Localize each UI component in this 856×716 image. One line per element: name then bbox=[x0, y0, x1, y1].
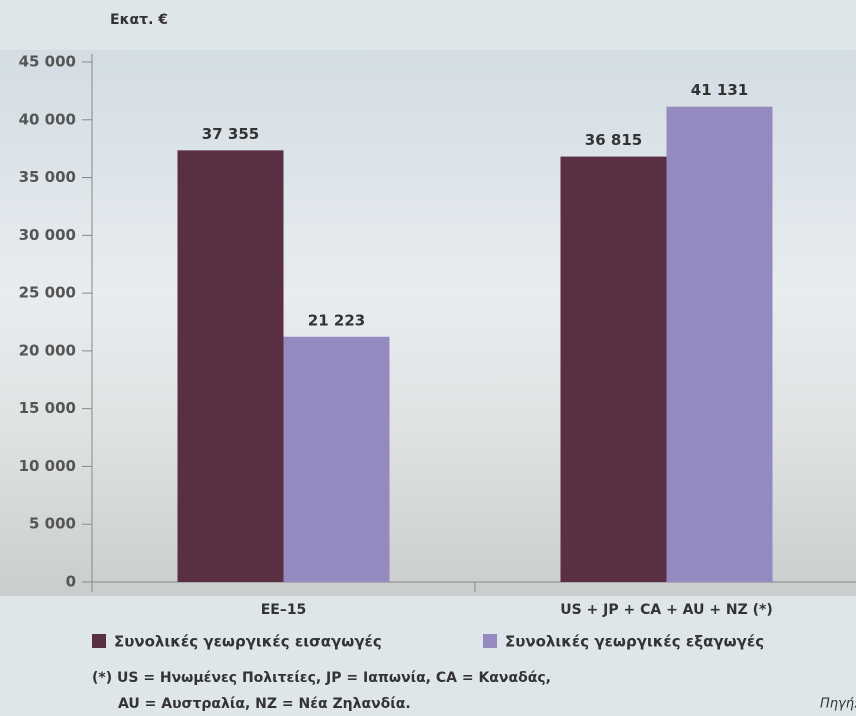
x-tick-label: US + JP + CA + AU + NZ (*) bbox=[560, 602, 773, 618]
legend-swatch bbox=[483, 634, 497, 648]
y-tick-label: 10 000 bbox=[19, 457, 76, 475]
legend-label: Συνολικές γεωργικές εισαγωγές bbox=[114, 633, 382, 651]
y-axis-label: Εκατ. € bbox=[110, 12, 168, 28]
y-tick-label: 35 000 bbox=[19, 168, 76, 186]
data-label: 41 131 bbox=[691, 81, 748, 99]
footnote: (*) US = Ηνωμένες Πολιτείες, JP = Ιαπωνί… bbox=[92, 670, 551, 686]
data-label: 37 355 bbox=[202, 125, 259, 143]
bar bbox=[560, 156, 667, 583]
y-tick-label: 20 000 bbox=[19, 341, 76, 359]
data-label: 21 223 bbox=[308, 311, 365, 329]
x-tick-label: ΕΕ–15 bbox=[261, 602, 307, 618]
y-tick-label: 40 000 bbox=[19, 110, 76, 128]
bar bbox=[283, 336, 390, 582]
y-tick-label: 25 000 bbox=[19, 284, 76, 302]
bar bbox=[666, 106, 773, 583]
y-tick-label: 0 bbox=[66, 573, 76, 591]
legend-swatch bbox=[92, 634, 106, 648]
y-tick-label: 15 000 bbox=[19, 399, 76, 417]
source: Πηγή: bbox=[820, 697, 856, 712]
data-label: 36 815 bbox=[585, 131, 642, 149]
footnote: AU = Αυστραλία, NZ = Νέα Ζηλανδία. bbox=[118, 696, 411, 712]
y-tick-label: 5 000 bbox=[29, 515, 76, 533]
bar bbox=[177, 150, 284, 582]
legend-label: Συνολικές γεωργικές εξαγωγές bbox=[505, 633, 764, 651]
y-tick-label: 30 000 bbox=[19, 226, 76, 244]
y-tick-label: 45 000 bbox=[19, 53, 76, 71]
